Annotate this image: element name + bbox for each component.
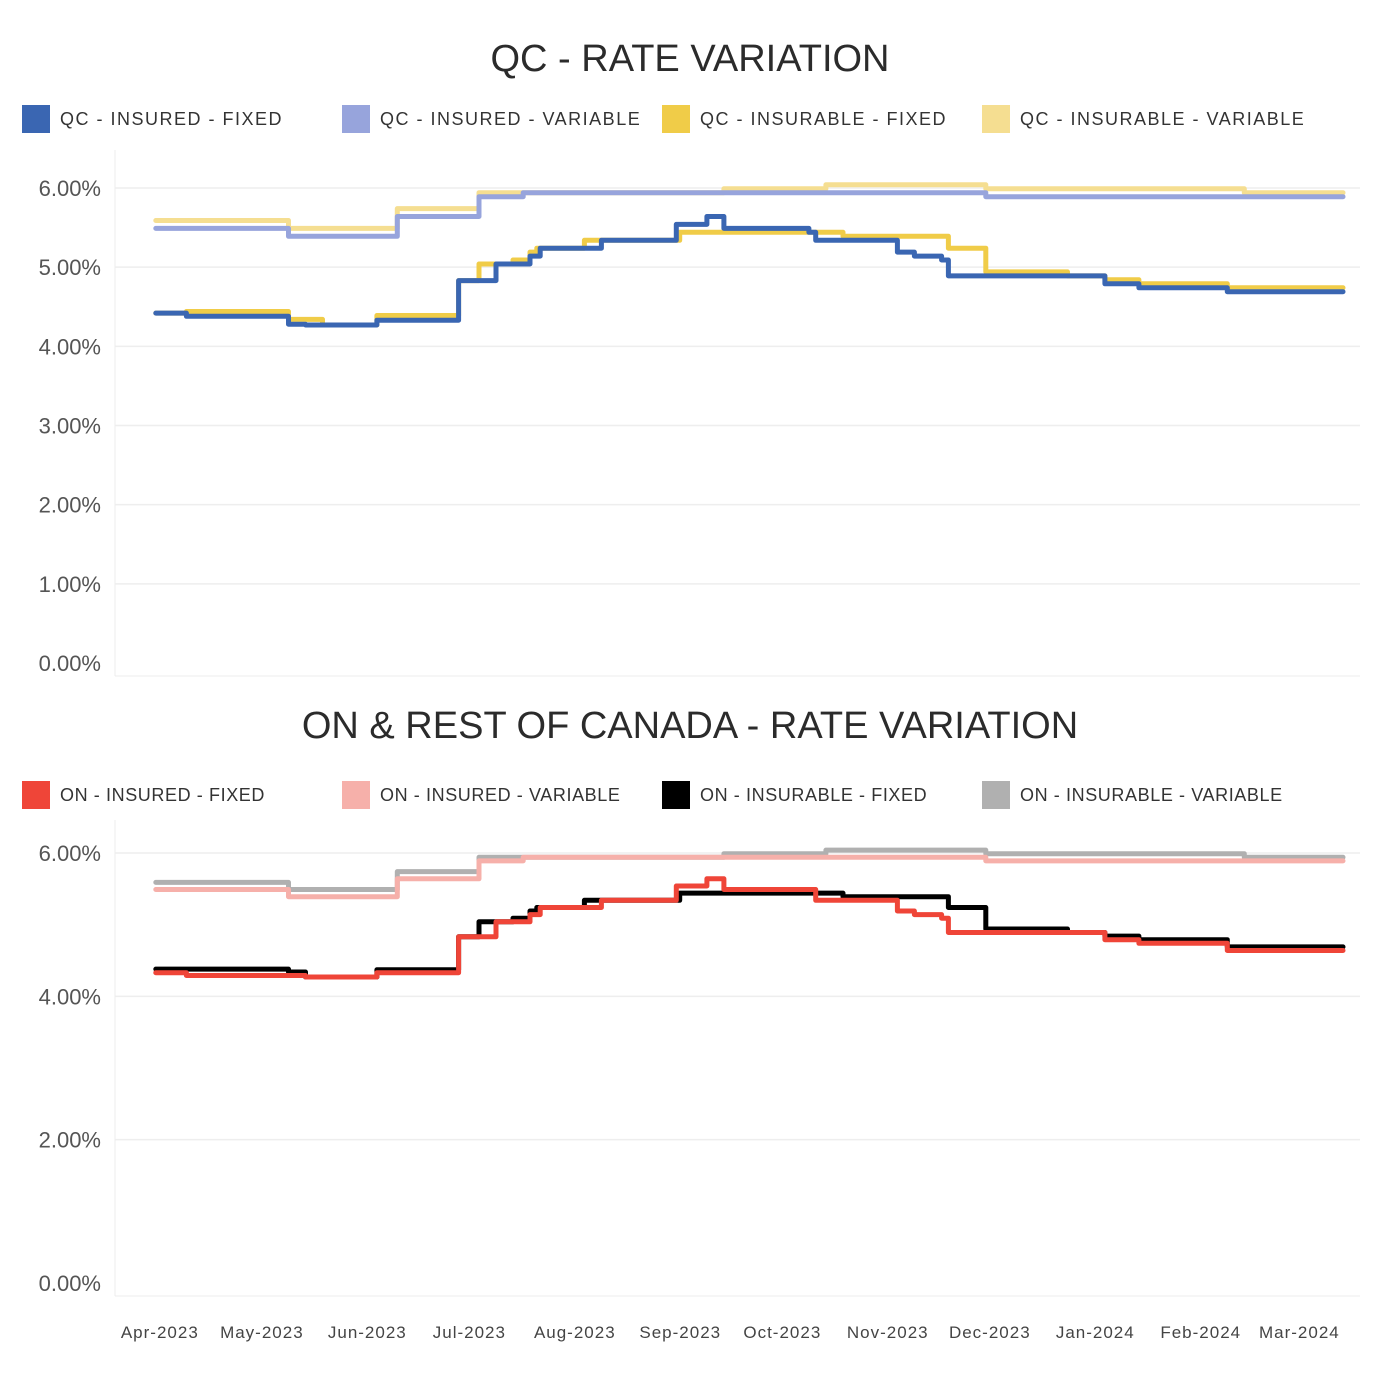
y-tick-label-qc: 3.00% <box>39 414 101 439</box>
legend-swatch <box>342 781 370 809</box>
series-line-on-insured-variable <box>153 854 1346 900</box>
plot-on: 0.00% 2.00% 4.00% 6.00% <box>39 820 1360 1297</box>
legend-item-qc-insured-fixed[interactable]: QC - INSURED - FIXED <box>22 104 283 134</box>
y-tick-label-qc: 4.00% <box>39 334 101 359</box>
y-tick-label-on: 2.00% <box>39 1128 101 1153</box>
x-tick-label: Jan-2024 <box>1056 1323 1135 1342</box>
legend-swatch <box>662 105 690 133</box>
legend-label: QC - INSURED - VARIABLE <box>380 108 642 129</box>
legend-item-qc-insured-variable[interactable]: QC - INSURED - VARIABLE <box>342 104 641 134</box>
x-tick-label: Aug-2023 <box>534 1323 616 1342</box>
legend-swatch <box>22 105 50 133</box>
legend-swatch <box>22 781 50 809</box>
chart-title-qc: QC - RATE VARIATION <box>490 38 890 80</box>
legend-label: QC - INSURED - FIXED <box>60 108 284 129</box>
x-tick-label: Oct-2023 <box>743 1323 821 1342</box>
legend-item-qc-insurable-fixed[interactable]: QC - INSURABLE - FIXED <box>662 104 947 134</box>
y-tick-label-qc: 1.00% <box>39 572 101 597</box>
legend-item-on-insurable-fixed[interactable]: ON - INSURABLE - FIXED <box>662 780 927 810</box>
series-line-qc-insured-fixed <box>153 214 1346 328</box>
legend-label: ON - INSURABLE - FIXED <box>700 784 928 805</box>
x-tick-label: Sep-2023 <box>639 1323 721 1342</box>
x-tick-label: Nov-2023 <box>847 1323 929 1342</box>
y-tick-label-on: 6.00% <box>39 841 101 866</box>
legend-on: ON - INSURED - FIXED ON - INSURED - VARI… <box>0 780 1380 810</box>
y-tick-label-qc: 2.00% <box>39 493 101 518</box>
legend-swatch <box>662 781 690 809</box>
plot-qc: 0.00% 1.00% 2.00% 3.00% 4.00% 5.00% 6.00% <box>39 150 1360 677</box>
legend-label: ON - INSURED - VARIABLE <box>380 784 621 805</box>
x-tick-label: May-2023 <box>220 1323 304 1342</box>
y-tick-label-on: 0.00% <box>39 1271 101 1296</box>
legend-qc: QC - INSURED - FIXED QC - INSURED - VARI… <box>0 104 1380 134</box>
series-line-on-insured-fixed <box>153 876 1346 980</box>
x-tick-label: Dec-2023 <box>949 1323 1031 1342</box>
legend-item-on-insured-variable[interactable]: ON - INSURED - VARIABLE <box>342 780 621 810</box>
series-line-qc-insurable-fixed <box>153 229 1346 328</box>
legend-item-on-insured-fixed[interactable]: ON - INSURED - FIXED <box>22 780 265 810</box>
legend-label: QC - INSURABLE - FIXED <box>700 108 948 129</box>
legend-label: ON - INSURED - FIXED <box>60 784 266 805</box>
legend-label: QC - INSURABLE - VARIABLE <box>1020 108 1306 129</box>
legend-item-qc-insurable-variable[interactable]: QC - INSURABLE - VARIABLE <box>982 104 1305 134</box>
legend-label: ON - INSURABLE - VARIABLE <box>1020 784 1283 805</box>
x-tick-label: Jun-2023 <box>328 1323 407 1342</box>
series-line-on-insurable-fixed <box>153 890 1346 980</box>
y-tick-label-on: 4.00% <box>39 984 101 1009</box>
y-tick-label-qc: 0.00% <box>39 651 101 676</box>
x-tick-label: Mar-2024 <box>1259 1323 1340 1342</box>
x-tick-label: Apr-2023 <box>121 1323 199 1342</box>
legend-item-on-insurable-variable[interactable]: ON - INSURABLE - VARIABLE <box>982 780 1283 810</box>
x-tick-label: Feb-2024 <box>1160 1323 1241 1342</box>
x-tick-label: Jul-2023 <box>433 1323 506 1342</box>
chart-title-on: ON & REST OF CANADA - RATE VARIATION <box>301 705 1079 747</box>
x-axis: Apr-2023 May-2023 Jun-2023 Jul-2023 Aug-2023… <box>121 1323 1340 1342</box>
y-tick-label-qc: 5.00% <box>39 255 101 280</box>
y-tick-label-qc: 6.00% <box>39 176 101 201</box>
series-line-qc-insured-variable <box>153 190 1346 239</box>
legend-swatch <box>982 781 1010 809</box>
legend-swatch <box>342 105 370 133</box>
legend-swatch <box>982 105 1010 133</box>
